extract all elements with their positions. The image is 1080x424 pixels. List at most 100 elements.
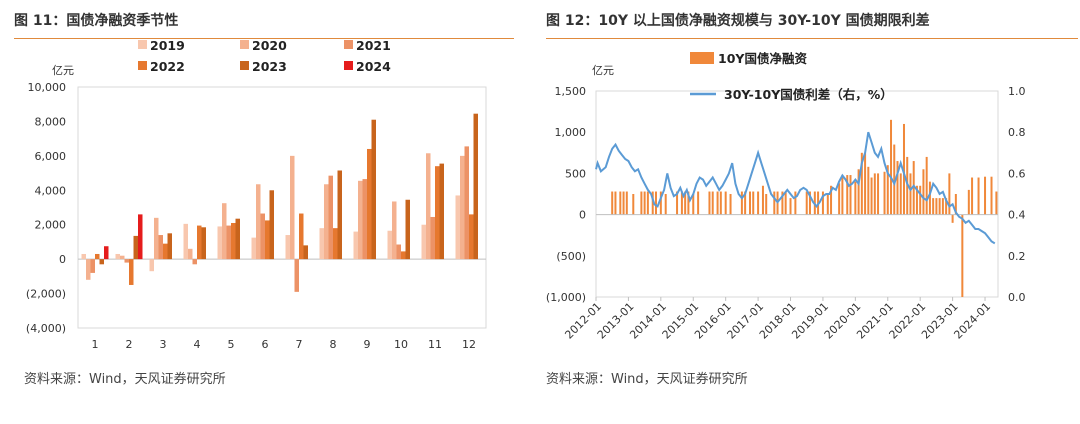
- bar-2022: [231, 222, 236, 260]
- bar-2020: [324, 184, 329, 260]
- bar-2020: [120, 255, 125, 260]
- bar-2022: [129, 259, 134, 285]
- y2-tick-label: 1.0: [1008, 85, 1026, 98]
- bar-net-financing: [654, 191, 657, 215]
- bar-2021: [396, 244, 401, 260]
- bar-net-financing: [724, 191, 727, 215]
- legend-label-2022: 2022: [150, 59, 185, 74]
- legend-swatch-bar: [690, 52, 714, 64]
- y-tick-label: (500): [556, 250, 586, 263]
- legend-label-2021: 2021: [356, 38, 391, 53]
- bar-net-financing: [808, 191, 811, 215]
- left-title-rule: [14, 38, 514, 39]
- bar-2023: [439, 163, 444, 260]
- bar-net-financing: [625, 191, 628, 215]
- line-term-spread: [595, 131, 996, 245]
- bar-net-financing: [877, 173, 880, 215]
- bar-net-financing: [841, 175, 844, 215]
- bar-net-financing: [919, 185, 922, 215]
- y2-tick-label: 0.8: [1008, 126, 1026, 139]
- bar-2022: [265, 220, 270, 260]
- bar-2019: [285, 235, 290, 260]
- x-tick-label: 12: [462, 338, 476, 351]
- x-tick-label: 4: [194, 338, 201, 351]
- bar-net-financing: [984, 176, 987, 215]
- bar-net-financing: [886, 165, 889, 215]
- bar-net-financing: [781, 191, 784, 215]
- bar-2020: [86, 259, 91, 280]
- legend-label-2019: 2019: [150, 38, 185, 53]
- bar-net-financing: [659, 191, 662, 215]
- bar-net-financing: [867, 166, 870, 215]
- right-combo-chart: (1,000) (500) 0 500 1,000 1,500 0.0 0.2 0.4 0.6 0.…: [546, 51, 1026, 342]
- bar-2023: [235, 218, 240, 260]
- y-axis-unit: 亿元: [52, 64, 74, 77]
- y-tick-label: 0: [59, 253, 66, 266]
- bar-net-financing: [826, 194, 829, 215]
- bar-net-financing: [794, 191, 797, 215]
- bar-net-financing: [990, 176, 993, 215]
- bar-net-financing: [860, 152, 863, 215]
- bar-net-financing: [651, 191, 654, 215]
- bar-2022: [299, 213, 304, 260]
- x-tick-label: 2: [126, 338, 133, 351]
- bar-net-financing: [902, 123, 905, 215]
- plot-frame: [595, 90, 999, 298]
- legend-swatch-2022: [138, 61, 147, 70]
- x-tick-label: 6: [262, 338, 269, 351]
- bar-net-financing: [716, 191, 719, 215]
- bar-2021: [464, 146, 469, 260]
- bar-net-financing: [697, 191, 700, 215]
- bar-net-financing: [971, 177, 974, 215]
- legend-swatch-2024: [344, 61, 353, 70]
- bar-net-financing: [846, 175, 849, 215]
- y-tick-label: 500: [565, 167, 586, 180]
- left-bar-chart: (4,000) (2,000) 0 2,000 4,000 6,000 8,000 10,00…: [26, 38, 487, 351]
- bar-net-financing: [692, 194, 695, 215]
- bar-net-financing: [893, 144, 896, 215]
- bar-2019: [183, 223, 188, 260]
- y-tick-label: 0: [579, 209, 586, 222]
- y-tick-label: (1,000): [546, 291, 586, 304]
- bar-net-financing: [925, 156, 928, 215]
- bar-net-financing: [805, 191, 808, 215]
- bar-net-financing: [928, 181, 931, 215]
- bar-net-financing: [961, 214, 964, 297]
- left-chart-panel: 图 11：国债净融资季节性 (4,000) (2,000) 0 2,000 4,000 6…: [0, 0, 530, 424]
- left-chart-source: 资料来源：Wind，天风证券研究所: [24, 372, 226, 387]
- bar-net-financing: [915, 185, 918, 215]
- right-chart-title: 图 12：10Y 以上国债净融资规模与 30Y-10Y 国债期限利差: [546, 13, 930, 29]
- bar-2024: [138, 214, 143, 260]
- bar-net-financing: [932, 198, 935, 215]
- bar-net-financing: [938, 198, 941, 215]
- bar-net-financing: [838, 183, 841, 215]
- bar-net-financing: [896, 161, 899, 215]
- bar-net-financing: [643, 191, 646, 215]
- bar-net-financing: [899, 173, 902, 215]
- bar-net-financing: [614, 191, 617, 215]
- bar-net-financing: [611, 191, 614, 215]
- y-tick-label: 1,000: [555, 126, 587, 139]
- bar-net-financing: [729, 194, 732, 215]
- bar-net-financing: [948, 173, 951, 215]
- bar-net-financing: [977, 177, 980, 215]
- bar-2022: [367, 148, 372, 260]
- y-tick-label: 6,000: [35, 150, 67, 163]
- right-title-rule: [546, 38, 1078, 39]
- y2-tick-label: 0.6: [1008, 167, 1026, 180]
- bar-net-financing: [830, 185, 833, 215]
- bar-net-financing: [646, 191, 649, 215]
- bar-net-financing: [954, 194, 957, 215]
- x-tick-label: 10: [394, 338, 408, 351]
- bar-2019: [455, 195, 460, 260]
- bar-2023: [201, 227, 206, 260]
- y-tick-label: 10,000: [28, 81, 67, 94]
- bar-2023: [303, 245, 308, 260]
- y-axis-unit: 亿元: [592, 64, 614, 77]
- right-chart-source: 资料来源：Wind，天风证券研究所: [546, 372, 748, 387]
- bar-2021: [328, 175, 333, 260]
- x-tick-label: 7: [296, 338, 303, 351]
- bar-net-financing: [857, 169, 860, 215]
- legend-swatch-2023: [240, 61, 249, 70]
- legend-swatch-2021: [344, 40, 353, 49]
